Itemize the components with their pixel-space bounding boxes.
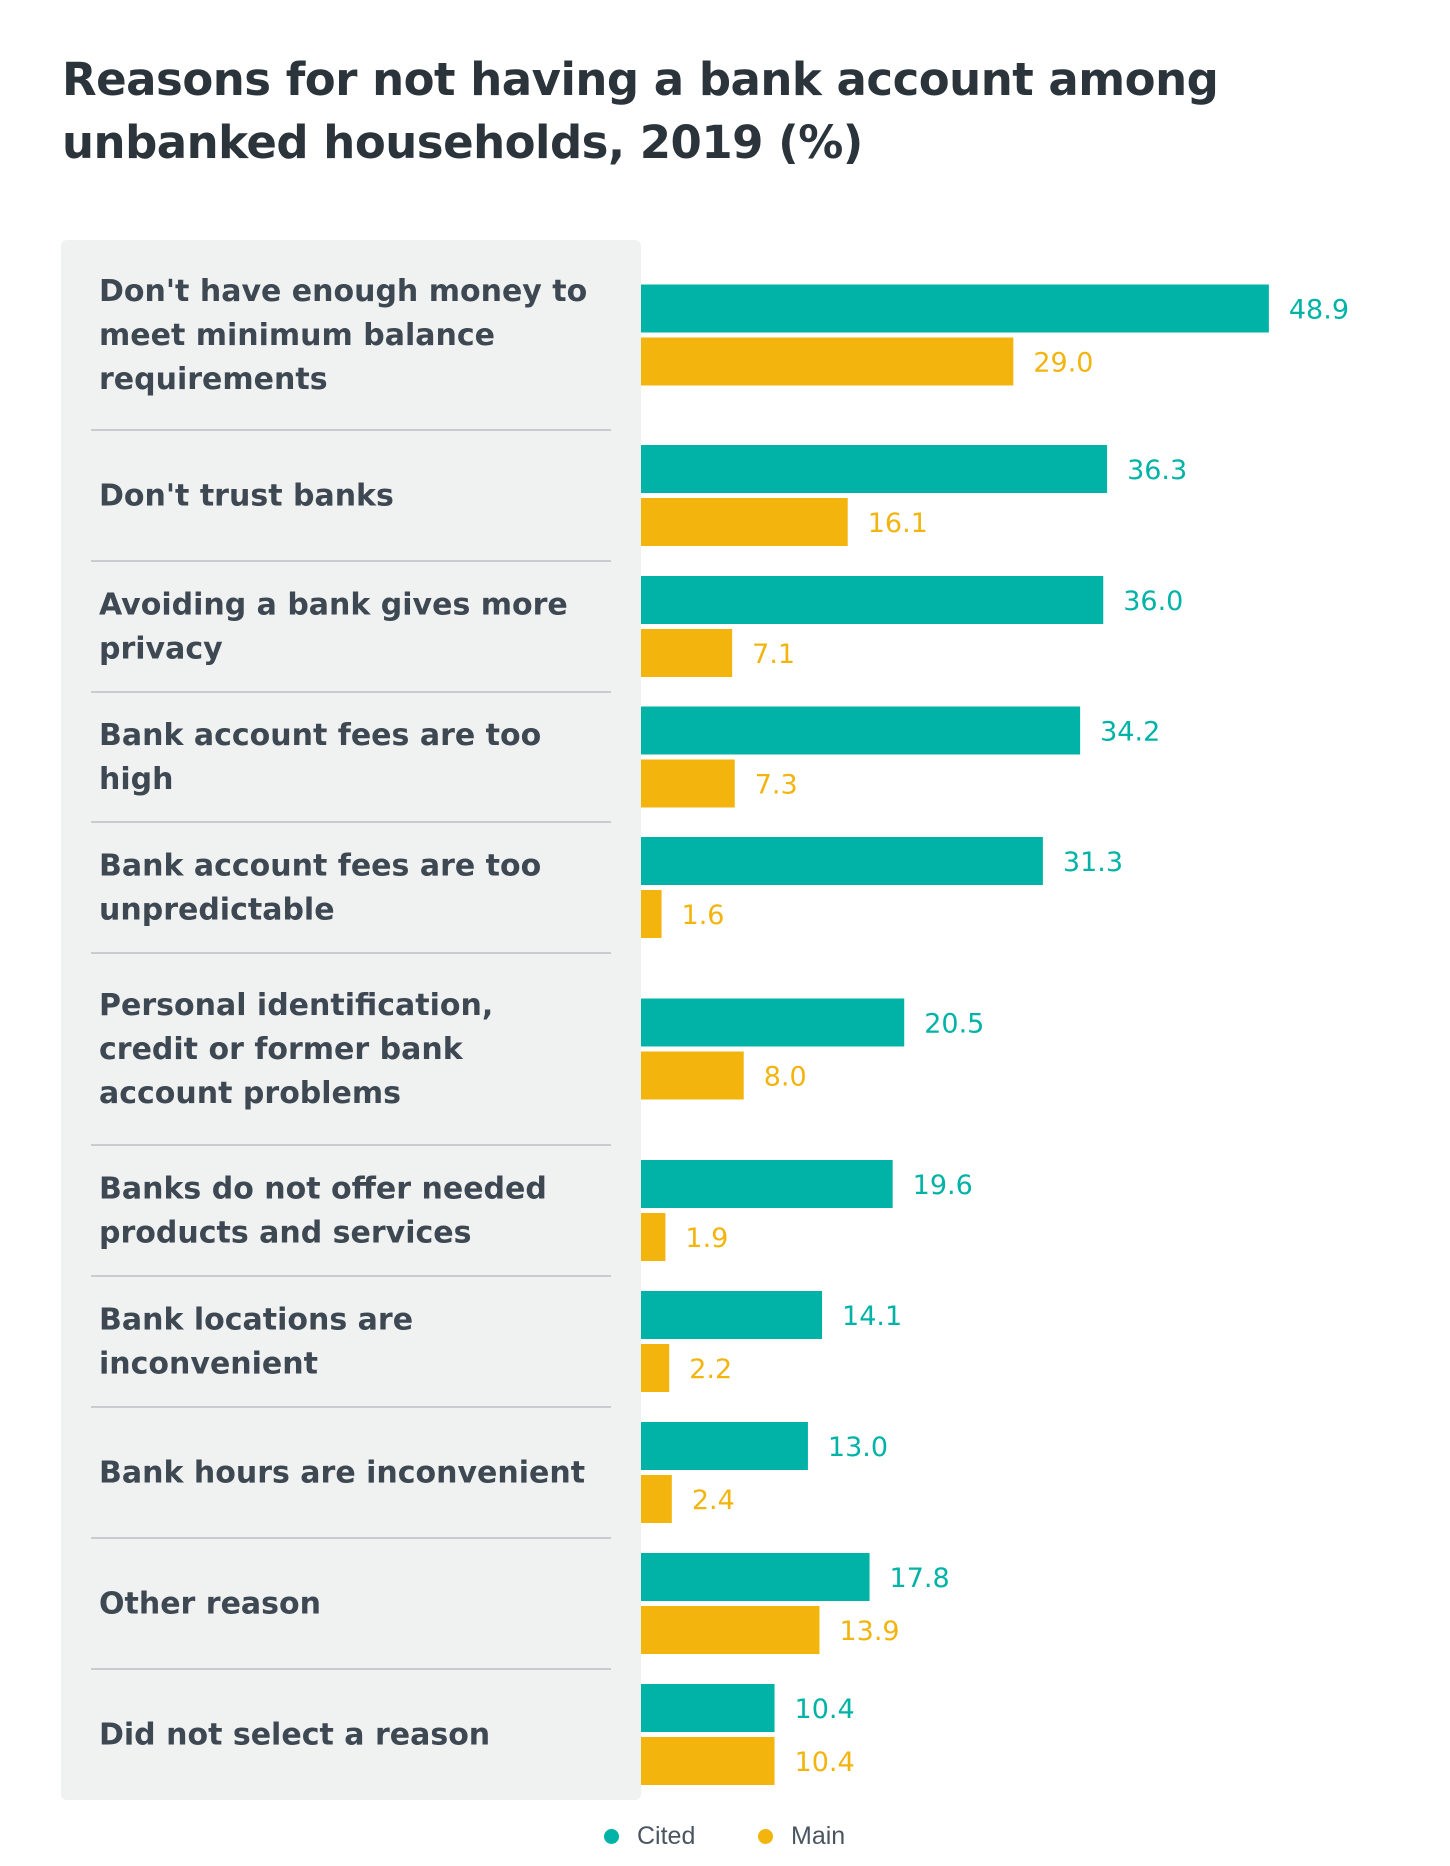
value-label-cited: 13.0 [828,1432,888,1463]
label-panel [61,240,641,1800]
value-label-cited: 36.0 [1123,586,1183,617]
category-row: Did not select a reason 10.4 10.4 [99,1684,855,1785]
category-row: Don't have enough money to meet minimum b… [91,274,1349,431]
bar-main [641,337,1014,386]
legend-cited-marker [604,1829,619,1844]
category-label-line: Bank account fees are too [99,718,541,753]
category-row: Personal identification, credit or former… [91,988,984,1146]
bar-cited [641,576,1104,624]
bar-cited [641,284,1269,333]
category-label: Did not select a reason [99,1718,490,1753]
value-label-main: 13.9 [839,1616,899,1647]
category-row: Bank locations are inconvenient 14.1 2.2 [91,1291,902,1408]
legend: Cited Main [0,1822,1450,1866]
category-label-line: Other reason [99,1587,321,1622]
value-label-main: 7.1 [752,639,795,670]
legend-main-label: Main [791,1822,846,1850]
category-label: Bank account fees are too unpredictable [99,849,541,928]
category-label: Other reason [99,1587,321,1622]
legend-item-main: Main [758,1822,845,1851]
value-label-main: 29.0 [1033,348,1093,379]
category-label-line: Did not select a reason [99,1718,490,1753]
legend-main-marker [758,1829,773,1844]
category-label-line: Don't trust banks [99,479,394,514]
value-label-main: 16.1 [868,508,928,539]
category-label: Avoiding a bank gives more privacy [99,588,568,667]
category-label-line: Avoiding a bank gives more [99,588,568,623]
value-label-cited: 36.3 [1127,455,1187,486]
category-label: Personal identification, credit or former… [99,988,493,1111]
category-row: Bank account fees are too unpredictable 31… [91,837,1123,954]
value-label-cited: 20.5 [924,1009,984,1040]
category-label-line: Bank account fees are too [99,849,541,884]
legend-cited-label: Cited [637,1822,696,1850]
category-label: Don't trust banks [99,479,394,514]
category-label-line: Banks do not offer needed [99,1172,547,1207]
bar-main [641,1344,670,1392]
category-row: Bank account fees are too high 34.2 7.3 [91,706,1160,823]
bar-cited [641,445,1108,493]
category-label: Bank locations are inconvenient [99,1303,413,1382]
bar-main [641,1606,820,1654]
bar-main [641,759,735,808]
category-label-line: Bank hours are inconvenient [99,1456,585,1491]
bar-cited [641,1291,823,1339]
category-row: Bank hours are inconvenient 13.0 2.4 [91,1422,888,1539]
bar-cited [641,1684,775,1732]
category-label: Banks do not offer needed products and se… [99,1172,547,1251]
category-row: Banks do not offer needed products and se… [91,1160,973,1277]
category-row: Don't trust banks 36.3 16.1 [91,445,1187,562]
value-label-main: 7.3 [755,770,798,801]
bar-main [641,629,733,677]
bar-main [641,498,848,546]
bar-main [641,1475,672,1523]
category-label-line: privacy [99,632,223,667]
category-row: Avoiding a bank gives more privacy 36.0 7.1 [91,576,1183,693]
category-label-line: meet minimum balance [99,318,495,353]
category-label-line: requirements [99,362,328,397]
bar-cited [641,837,1043,885]
category-label-line: Don't have enough money to [99,274,587,309]
value-label-cited: 19.6 [913,1170,973,1201]
category-label: Bank hours are inconvenient [99,1456,585,1491]
bar-main [641,890,662,938]
bar-main [641,1051,744,1100]
category-label-line: high [99,762,173,797]
value-label-main: 10.4 [795,1747,855,1778]
value-label-cited: 31.3 [1063,847,1123,878]
category-label-line: account problems [99,1076,401,1111]
chart-title: Reasons for not having a bank account am… [62,53,1219,169]
value-label-main: 2.2 [689,1354,732,1385]
category-label-line: inconvenient [99,1347,318,1382]
value-label-main: 2.4 [692,1485,735,1516]
value-label-main: 1.6 [682,900,725,931]
bar-cited [641,998,905,1047]
legend-item-cited: Cited [604,1822,695,1851]
bar-cited [641,1422,808,1470]
value-label-cited: 48.9 [1289,295,1349,326]
category-label-line: Personal identification, [99,988,493,1023]
category-row: Other reason 17.8 13.9 [91,1553,950,1670]
value-label-cited: 34.2 [1100,717,1160,748]
value-label-cited: 17.8 [890,1563,950,1594]
category-label-line: Bank locations are [99,1303,413,1338]
bar-cited [641,706,1081,755]
value-label-cited: 10.4 [795,1694,855,1725]
value-label-cited: 14.1 [842,1301,902,1332]
bar-cited [641,1160,893,1208]
category-label-line: credit or former bank [99,1032,464,1067]
bar-chart: Don't have enough money to meet minimum b… [61,240,1349,1800]
category-label: Bank account fees are too high [99,718,541,797]
bar-main [641,1213,666,1261]
value-label-main: 1.9 [685,1223,728,1254]
category-label-line: products and services [99,1216,471,1251]
value-label-main: 8.0 [764,1062,807,1093]
bar-cited [641,1553,870,1601]
category-label-line: unpredictable [99,893,335,928]
bar-main [641,1737,775,1785]
category-label: Don't have enough money to meet minimum b… [99,274,587,397]
